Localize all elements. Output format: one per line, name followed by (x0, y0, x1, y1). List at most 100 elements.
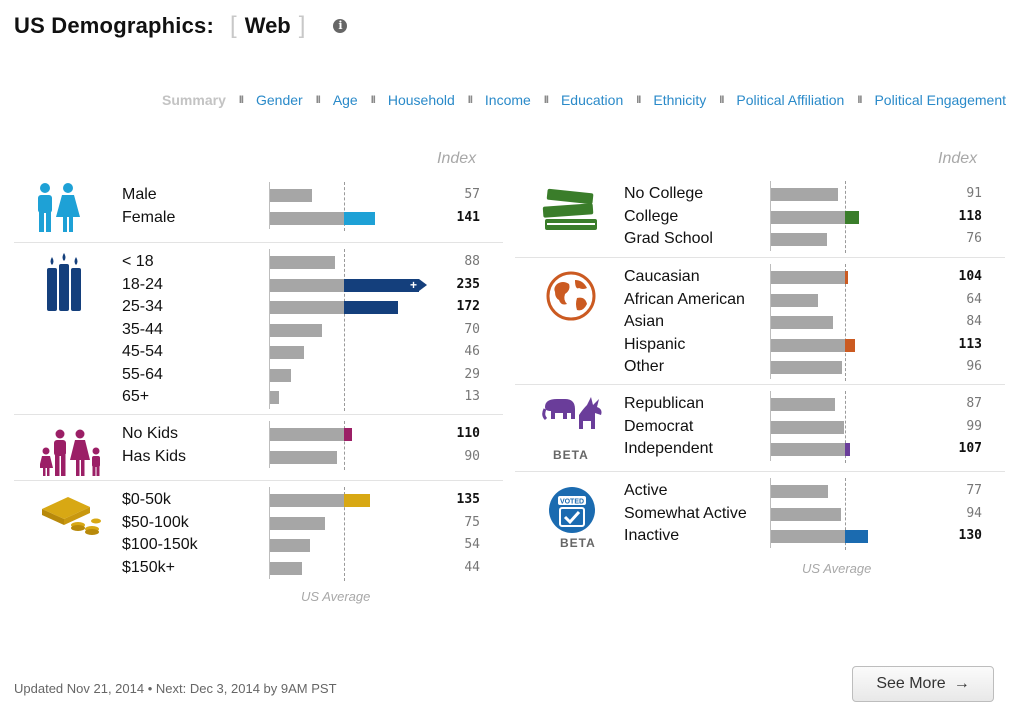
data-row: Inactive 130 (0, 525, 1024, 547)
us-average-label-left: US Average (301, 589, 371, 604)
row-label: $0-50k (122, 491, 171, 508)
row-label: 18-24 (122, 275, 163, 293)
data-row: 45-54 46 (0, 341, 1024, 363)
index-value: 75 (464, 514, 480, 530)
bar (270, 189, 312, 202)
data-row: < 18 88 (0, 251, 1024, 273)
data-row: Other 96 (0, 356, 1024, 378)
data-row: 35-44 70 (0, 319, 1024, 341)
bar (771, 507, 841, 521)
bar-over-average (845, 338, 855, 352)
nav-separator: II (636, 94, 641, 106)
bar (270, 516, 326, 530)
index-value: 91 (966, 186, 982, 201)
row-label: < 18 (122, 253, 154, 270)
platform-selector[interactable]: Web (244, 13, 291, 38)
index-value: 57 (464, 187, 480, 202)
row-label: $100-150k (122, 536, 198, 553)
nav-tab-political-affiliation[interactable]: Political Affiliation (736, 92, 845, 108)
index-value: 29 (464, 366, 480, 382)
bar (771, 338, 845, 352)
index-value: 46 (464, 344, 480, 359)
data-row: 55-64 29 (0, 364, 1024, 386)
nav-tab-age[interactable]: Age (332, 92, 358, 108)
bar (771, 420, 845, 434)
us-average-label-right: US Average (802, 561, 872, 576)
data-row: Has Kids 90 (0, 446, 1024, 468)
bracket-open: [ (230, 12, 237, 39)
bracket-close: ] (298, 12, 306, 39)
bar (771, 361, 842, 374)
family-kids-icon (39, 429, 102, 482)
bar (771, 188, 839, 201)
data-row: Somewhat Active 94 (0, 503, 1024, 525)
candles-icon (44, 253, 84, 316)
row-label: 25-34 (122, 298, 163, 315)
index-value: 77 (966, 483, 982, 498)
bar (771, 293, 818, 307)
data-row: $150k+ 44 (0, 557, 1024, 579)
index-value: 118 (958, 208, 982, 224)
data-row: Asian 84 (0, 311, 1024, 333)
bar-axis (269, 182, 270, 229)
info-icon[interactable]: i (333, 19, 348, 33)
data-row: Republican 87 (0, 393, 1024, 415)
us-average-line (344, 487, 345, 581)
data-row: No College 91 (0, 183, 1024, 205)
section-divider (14, 480, 503, 481)
nav-separator: II (857, 94, 862, 106)
row-label: No College (624, 185, 704, 202)
section-divider (14, 242, 503, 243)
nav-tab-income[interactable]: Income (484, 92, 531, 108)
bar-axis (770, 478, 771, 548)
nav-tab-education[interactable]: Education (560, 92, 624, 108)
bar (270, 256, 335, 269)
bar-over-average (845, 210, 859, 224)
bar (270, 450, 337, 464)
demographics-nav: Summary II Gender II Age II Household II Income I… (162, 92, 1006, 108)
bar (771, 485, 828, 498)
bar-over-average (344, 494, 371, 507)
bar-overflow-icon (419, 278, 427, 291)
beta-badge: BETA (560, 536, 596, 550)
nav-separator: II (467, 94, 473, 106)
row-label: $50-100k (122, 513, 189, 531)
row-label: 55-64 (122, 365, 163, 383)
nav-tab-ethnicity[interactable]: Ethnicity (653, 92, 707, 108)
row-label: Active (624, 482, 668, 499)
data-row: No Kids 110 (0, 423, 1024, 445)
elephant-donkey-icon (541, 397, 607, 444)
index-value: 235 (456, 276, 480, 292)
row-label: Grad School (624, 230, 713, 247)
index-value: 110 (456, 426, 480, 441)
data-row: Caucasian 104 (0, 266, 1024, 288)
bar-over-average (845, 443, 851, 456)
nav-separator: II (315, 94, 321, 106)
us-average-line (344, 182, 345, 231)
arrow-right-icon: → (953, 675, 970, 692)
nav-tab-gender[interactable]: Gender (255, 92, 303, 108)
beta-badge: BETA (553, 448, 589, 462)
nav-tab-political-engagement[interactable]: Political Engagement (874, 92, 1006, 108)
row-label: College (624, 207, 679, 225)
bar (270, 539, 310, 552)
row-label: Somewhat Active (624, 504, 747, 522)
index-value: 90 (464, 448, 480, 464)
us-average-line (845, 264, 846, 381)
row-label: 45-54 (122, 343, 163, 360)
index-value: 87 (966, 396, 982, 411)
books-icon (541, 187, 601, 236)
nav-tab-household[interactable]: Household (387, 92, 455, 108)
us-average-line (344, 421, 345, 470)
index-value: 70 (464, 321, 480, 337)
bar (270, 391, 279, 404)
bar (270, 428, 344, 441)
bar (270, 323, 322, 337)
update-info: Updated Nov 21, 2014 • Next: Dec 3, 2014… (14, 681, 337, 696)
see-more-button[interactable]: See More → (852, 666, 994, 702)
row-label: $150k+ (122, 558, 175, 576)
section-divider (14, 414, 503, 415)
bar (270, 346, 304, 359)
section-divider (515, 257, 1005, 258)
index-value: 141 (456, 209, 480, 225)
